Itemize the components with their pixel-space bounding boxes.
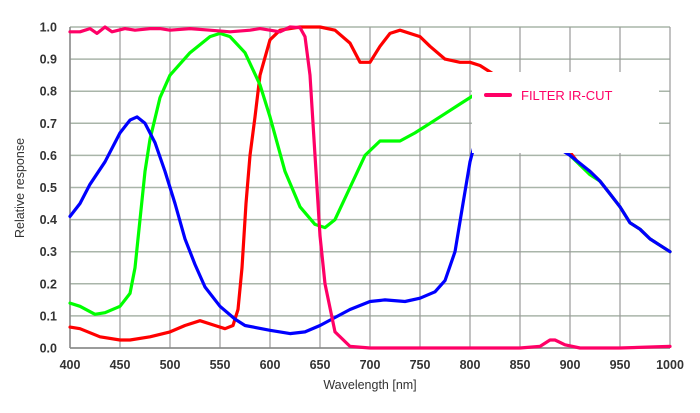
x-tick-label: 700 (360, 358, 381, 372)
y-tick-label: 0.4 (40, 213, 57, 227)
legend-box (472, 72, 659, 153)
y-axis-label: Relative response (13, 138, 27, 238)
y-tick-label: 1.0 (40, 21, 57, 35)
x-tick-label: 450 (110, 358, 131, 372)
x-tick-label: 600 (260, 358, 281, 372)
x-tick-label: 850 (510, 358, 531, 372)
legend: FILTER IR-CUT (472, 72, 659, 153)
y-tick-label: 0.3 (40, 245, 57, 259)
x-tick-label: 500 (160, 358, 181, 372)
y-tick-label: 0.9 (40, 53, 57, 67)
x-tick-label: 900 (560, 358, 581, 372)
x-tick-label: 550 (210, 358, 231, 372)
series-line-filter-ir-cut (68, 25, 672, 350)
series-lines (68, 25, 672, 350)
y-tick-label: 0.0 (40, 342, 57, 356)
y-tick-label: 0.8 (40, 85, 57, 99)
y-tick-label: 0.5 (40, 181, 57, 195)
x-tick-labels: 400 450 500 550 600 650 700 750 800 850 900 950 1000 (60, 358, 684, 372)
x-tick-label: 650 (310, 358, 331, 372)
legend-label-filter-ir-cut: FILTER IR-CUT (521, 88, 613, 103)
y-tick-label: 0.7 (40, 117, 57, 131)
x-tick-label: 950 (610, 358, 631, 372)
x-tick-label: 800 (460, 358, 481, 372)
x-tick-label: 1000 (656, 358, 684, 372)
series-line-blue (68, 115, 672, 336)
x-tick-label: 400 (60, 358, 81, 372)
y-tick-label: 0.6 (40, 149, 57, 163)
y-tick-label: 0.1 (40, 309, 57, 323)
x-axis-label: Wavelength [nm] (323, 378, 416, 392)
y-tick-labels: 0.0 0.1 0.2 0.3 0.4 0.5 0.6 0.7 0.8 0.9 1.0 (40, 21, 57, 356)
x-tick-label: 750 (410, 358, 431, 372)
y-tick-label: 0.2 (40, 277, 57, 291)
